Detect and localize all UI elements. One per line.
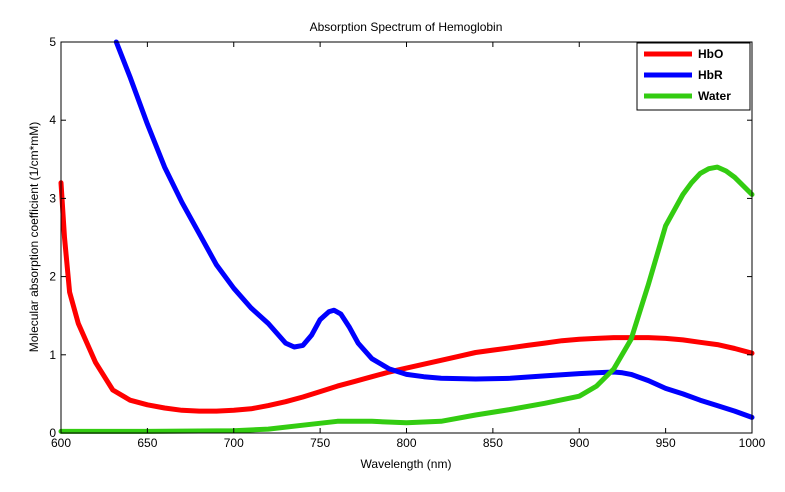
y-tick-label: 1 [49, 348, 56, 362]
legend-label-hbo: HbO [698, 47, 723, 61]
x-tick-label: 700 [224, 436, 244, 450]
y-tick-label: 2 [49, 270, 56, 284]
chart-title: Absorption Spectrum of Hemoglobin [310, 20, 503, 34]
y-tick-label: 4 [49, 113, 56, 127]
legend-label-water: Water [698, 89, 731, 103]
y-axis-ticks: 0 1 2 3 4 5 [49, 35, 752, 440]
x-tick-label: 750 [310, 436, 330, 450]
y-tick-label: 5 [49, 35, 56, 49]
x-tick-label: 950 [656, 436, 676, 450]
x-tick-label: 650 [137, 436, 157, 450]
x-tick-label: 850 [483, 436, 503, 450]
x-axis-ticks: 600 650 700 750 800 850 900 950 1000 [51, 42, 766, 450]
y-tick-label: 0 [49, 426, 56, 440]
x-tick-label: 900 [569, 436, 589, 450]
series-layer [58, 39, 755, 434]
legend: HbO HbR Water [636, 42, 751, 111]
series-line-water [58, 164, 755, 434]
y-axis-label: Molecular absorption coefficient (1/cm*m… [27, 122, 41, 353]
y-tick-label: 3 [49, 191, 56, 205]
x-tick-label: 1000 [739, 436, 766, 450]
x-axis-label: Wavelength (nm) [361, 457, 452, 471]
series-line-hbr [113, 39, 755, 420]
x-tick-label: 600 [51, 436, 71, 450]
legend-label-hbr: HbR [698, 68, 723, 82]
x-tick-label: 800 [396, 436, 416, 450]
